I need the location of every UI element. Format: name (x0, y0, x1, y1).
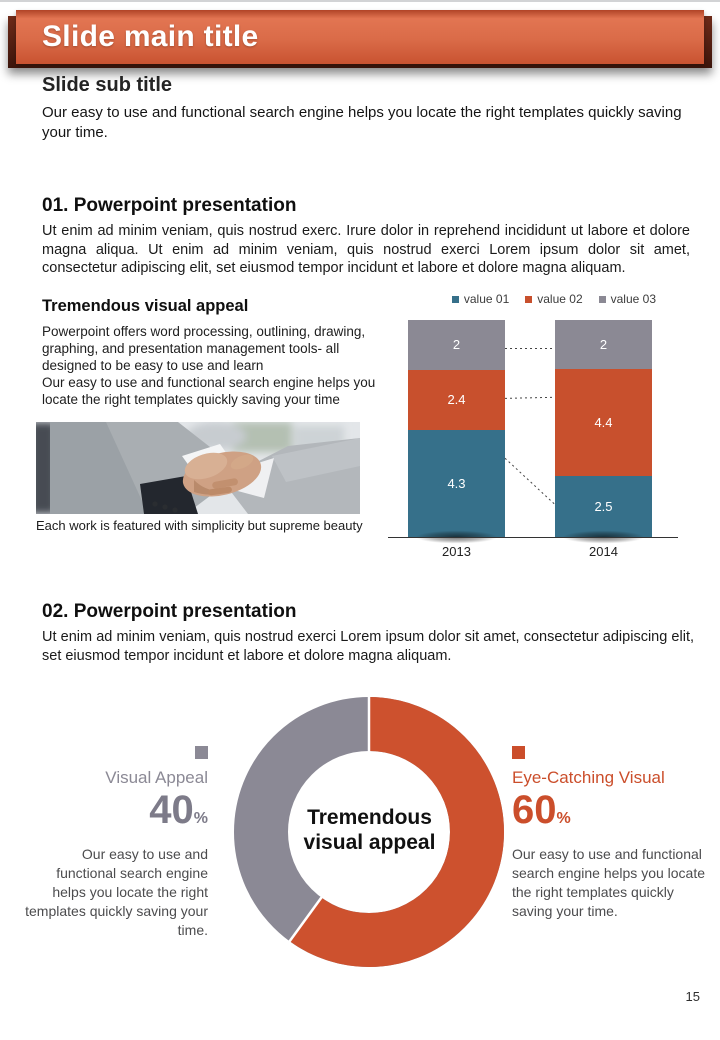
series-connector-lines (504, 348, 556, 505)
page-number: 15 (685, 989, 700, 1004)
bar-segment: 4.4 (555, 368, 652, 477)
photo-caption: Each work is featured with simplicity bu… (36, 518, 363, 533)
eye-catching-label: Eye-Catching Visual (512, 768, 665, 787)
visual-appeal-desc: Our easy to use and functional search en… (25, 846, 208, 938)
percent-unit: % (556, 810, 571, 827)
orange-square-marker (512, 746, 525, 759)
legend-item: value 02 (525, 292, 583, 306)
page-top-edge (0, 0, 720, 2)
legend-label: value 01 (463, 292, 510, 306)
chart-legend: value 01 value 02 value 03 (451, 292, 656, 306)
legend-swatch-icon (525, 295, 533, 303)
stacked-bar-chart: value 01 value 02 value 03 2 2.4 4.3 2 4.4 2.5 … (388, 292, 680, 564)
donut-center-line1: Tremendous (307, 806, 432, 829)
legend-swatch-icon (598, 295, 606, 303)
donut-center-line2: visual appeal (303, 831, 436, 854)
section1-para1: Powerpoint offers word processing, outli… (42, 324, 366, 373)
x-tick-label: 2014 (589, 544, 618, 559)
x-tick-label: 2013 (442, 544, 471, 559)
legend-item: value 03 (598, 292, 656, 306)
x-axis-line (388, 537, 678, 538)
legend-swatch-icon (451, 295, 459, 303)
section2-body: Ut enim ad minim veniam, quis nostrud ex… (42, 629, 694, 664)
visual-appeal-label: Visual Appeal (105, 768, 208, 787)
bar-segment: 2 (555, 320, 652, 369)
chart-plot-area: 2 2.4 4.3 2 4.4 2.5 (388, 320, 680, 546)
bar-column-2013: 2 2.4 4.3 (408, 320, 505, 537)
eye-catching-desc: Our easy to use and functional search en… (512, 846, 706, 919)
bar-segment: 4.3 (408, 429, 505, 537)
legend-label: value 03 (610, 292, 656, 306)
gray-square-marker (195, 746, 208, 759)
legend-label: value 02 (537, 292, 583, 306)
handshake-photo (30, 420, 360, 514)
section2-heading: 02. Powerpoint presentation (42, 601, 297, 622)
donut-slice-separator (285, 891, 327, 946)
title-banner: Slide main title (0, 8, 720, 72)
legend-item: value 01 (451, 292, 510, 306)
section1-para2: Our easy to use and functional search en… (42, 375, 376, 407)
slide-main-title: Slide main title (42, 20, 259, 53)
bar-column-2014: 2 4.4 2.5 (555, 320, 652, 537)
visual-appeal-value: 40% (149, 788, 208, 832)
section1-left-text: Powerpoint offers word processing, outli… (42, 323, 376, 408)
banner-ribbon: Slide main title (16, 10, 704, 64)
eye-catching-stat: Eye-Catching Visual 60% Our easy to use … (512, 746, 710, 921)
donut-chart (234, 695, 504, 967)
handshake-photo-svg (30, 420, 360, 514)
donut-center-text: Tremendous visual appeal (262, 805, 477, 855)
visual-appeal-stat: Visual Appeal 40% Our easy to use and fu… (22, 746, 208, 940)
section1-heading: 01. Powerpoint presentation (42, 195, 297, 216)
slide-sub-title: Slide sub title (42, 74, 173, 96)
bar-segment: 2 (408, 320, 505, 370)
percent-unit: % (193, 810, 208, 827)
intro-text: Our easy to use and functional search en… (42, 104, 682, 141)
section1-body: Ut enim ad minim veniam, quis nostrud ex… (42, 223, 690, 276)
section1-left-heading: Tremendous visual appeal (42, 297, 249, 315)
bar-segment: 2.4 (408, 369, 505, 430)
eye-catching-value: 60% (512, 788, 571, 832)
bar-segment: 2.5 (555, 476, 652, 537)
